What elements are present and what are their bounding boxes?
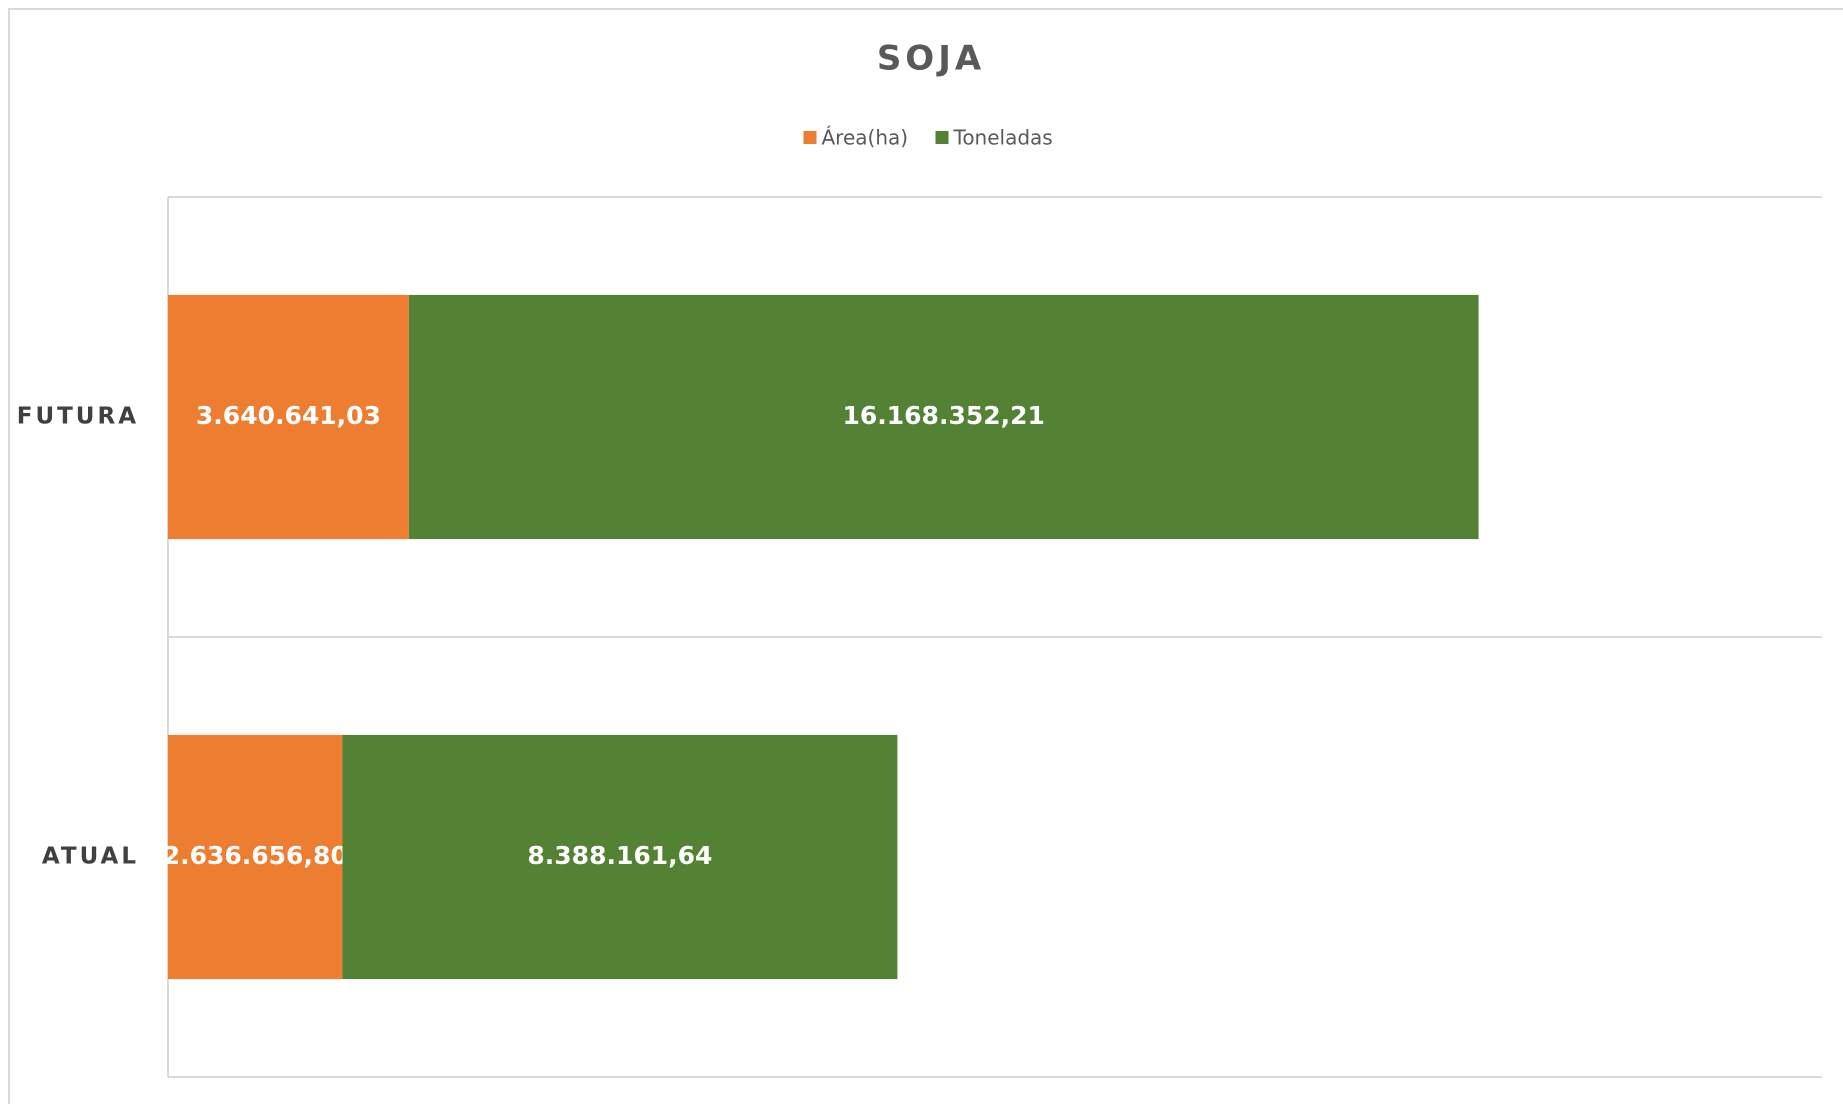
bar — [168, 734, 343, 980]
bar — [342, 734, 898, 980]
y-tick-label: FUTURA — [17, 404, 139, 430]
legend-swatch — [803, 131, 817, 144]
bar — [408, 294, 1479, 540]
data-label: 3.640.641,03 — [196, 401, 381, 430]
legend-label: Toneladas — [953, 126, 1053, 150]
data-label: 16.168.352,21 — [842, 401, 1044, 430]
y-tick-label: ATUAL — [42, 844, 139, 870]
legend-label: Área(ha) — [822, 126, 909, 150]
bar — [168, 294, 409, 540]
legend-swatch — [935, 131, 949, 144]
data-label: 2.636.656,80 — [163, 841, 348, 870]
data-label: 8.388.161,64 — [527, 841, 712, 870]
chart-title: SOJA — [877, 39, 985, 79]
